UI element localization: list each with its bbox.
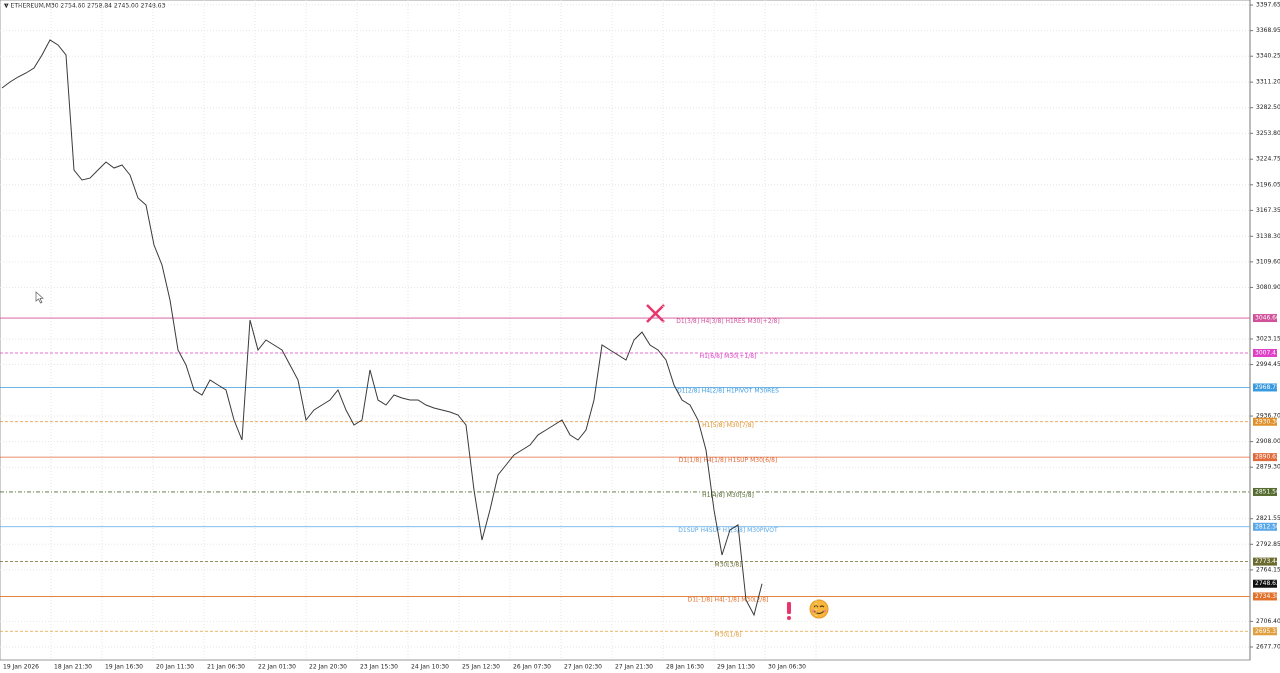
level-text: H1[4/8] M30[5/8] xyxy=(702,492,754,499)
level-text: D1[-1/8] H4[-1/8] M30[2/8] xyxy=(688,596,769,603)
level-price-label: 2695.31 xyxy=(1255,628,1280,635)
alert-icon xyxy=(787,602,791,620)
y-tick-label: 2879.30 xyxy=(1256,464,1280,471)
y-tick-label: 2936.70 xyxy=(1256,413,1280,420)
y-tick-label: 3196.05 xyxy=(1256,181,1280,188)
level-price-tag xyxy=(1253,417,1277,426)
x-tick-label: 22 Jan 20:30 xyxy=(309,664,347,671)
chart-title: ▼ ETHEREUM,M30 2754.60 2758.84 2745.00 2… xyxy=(4,3,166,10)
x-tick-label: 28 Jan 16:30 xyxy=(666,664,704,671)
y-tick-label: 3023.15 xyxy=(1256,335,1280,342)
level-price-tag xyxy=(1253,383,1277,392)
y-tick-label: 2994.45 xyxy=(1256,361,1280,368)
level-text: M30[1/8] xyxy=(714,631,741,638)
y-tick-label: 3080.90 xyxy=(1256,284,1280,291)
x-tick-label: 30 Jan 06:30 xyxy=(768,664,806,671)
level-text: D1[1/8] H4[1/8] H1SUP M30[6/8] xyxy=(679,457,777,464)
level-text: D1[3/8] H4[3/8] H1RES M30[+2/8] xyxy=(676,318,779,325)
x-tick-label: 19 Jan 2026 xyxy=(3,664,39,671)
x-tick-label: 21 Jan 06:30 xyxy=(207,664,245,671)
y-tick-label: 3311.20 xyxy=(1256,79,1280,86)
level-price-tag xyxy=(1253,314,1277,323)
y-tick-label: 2908.00 xyxy=(1256,438,1280,445)
level-price-label: 2773.44 xyxy=(1255,558,1280,565)
x-tick-label: 29 Jan 11:30 xyxy=(717,664,755,671)
x-tick-label: 25 Jan 12:30 xyxy=(462,664,500,671)
level-price-tag xyxy=(1253,557,1277,566)
y-tick-label: 3368.95 xyxy=(1256,27,1280,34)
level-price-label: 2968.75 xyxy=(1255,384,1280,391)
level-price-label: 2812.50 xyxy=(1255,523,1280,530)
level-price-label: 2734.38 xyxy=(1255,593,1280,600)
level-price-tag xyxy=(1253,487,1277,496)
y-tick-label: 3138.30 xyxy=(1256,233,1280,240)
level-price-label: 3046.60 xyxy=(1255,315,1280,322)
level-text: D1SUP H4SUP H1[3/8] M30PIVOT xyxy=(678,527,778,534)
y-tick-label: 3224.75 xyxy=(1256,156,1280,163)
x-tick-label: 26 Jan 07:30 xyxy=(513,664,551,671)
cursor xyxy=(35,291,44,304)
x-tick-label: 19 Jan 16:30 xyxy=(105,664,143,671)
y-tick-label: 3253.80 xyxy=(1256,130,1280,137)
x-tick-label: 24 Jan 10:30 xyxy=(411,664,449,671)
smiley-icon xyxy=(809,599,829,619)
cross-marker xyxy=(646,304,665,323)
y-tick-label: 2764.15 xyxy=(1256,566,1280,573)
last-price-label: 2748.63 xyxy=(1255,580,1280,587)
plot-frame xyxy=(0,0,1251,661)
level-price-label: 2890.62 xyxy=(1255,454,1280,461)
x-tick-label: 22 Jan 01:30 xyxy=(258,664,296,671)
last-price-tag xyxy=(1253,579,1277,588)
level-text: H1[6/8] M30[+1/8] xyxy=(700,353,757,360)
x-tick-label: 18 Jan 21:30 xyxy=(54,664,92,671)
level-text: H1[5/8] M30[7/8] xyxy=(702,422,754,429)
x-tick-label: 27 Jan 21:30 xyxy=(615,664,653,671)
y-tick-label: 3282.50 xyxy=(1256,104,1280,111)
x-tick-label: 27 Jan 02:30 xyxy=(564,664,602,671)
level-price-label: 2930.30 xyxy=(1255,418,1280,425)
y-tick-label: 3397.65 xyxy=(1256,2,1280,9)
price-line xyxy=(1,39,763,617)
level-price-tag xyxy=(1253,453,1277,462)
y-tick-label: 3109.60 xyxy=(1256,258,1280,265)
level-text: D1[2/8] H4[2/8] H1PIVOT M30RES xyxy=(677,387,779,394)
level-price-label: 3007.41 xyxy=(1255,349,1280,356)
y-tick-label: 3340.25 xyxy=(1256,53,1280,60)
level-price-tag xyxy=(1253,627,1277,636)
level-price-tag xyxy=(1253,348,1277,357)
y-tick-label: 2677.70 xyxy=(1256,643,1280,650)
level-price-tag xyxy=(1253,592,1277,601)
level-price-label: 2851.56 xyxy=(1255,488,1280,495)
x-tick-label: 23 Jan 15:30 xyxy=(360,664,398,671)
level-text: M30[3/8] xyxy=(714,562,741,569)
y-tick-label: 2792.85 xyxy=(1256,541,1280,548)
y-tick-label: 2706.40 xyxy=(1256,618,1280,625)
x-tick-label: 20 Jan 11:30 xyxy=(156,664,194,671)
level-price-tag xyxy=(1253,522,1277,531)
y-tick-label: 2821.55 xyxy=(1256,515,1280,522)
y-tick-label: 3167.35 xyxy=(1256,207,1280,214)
